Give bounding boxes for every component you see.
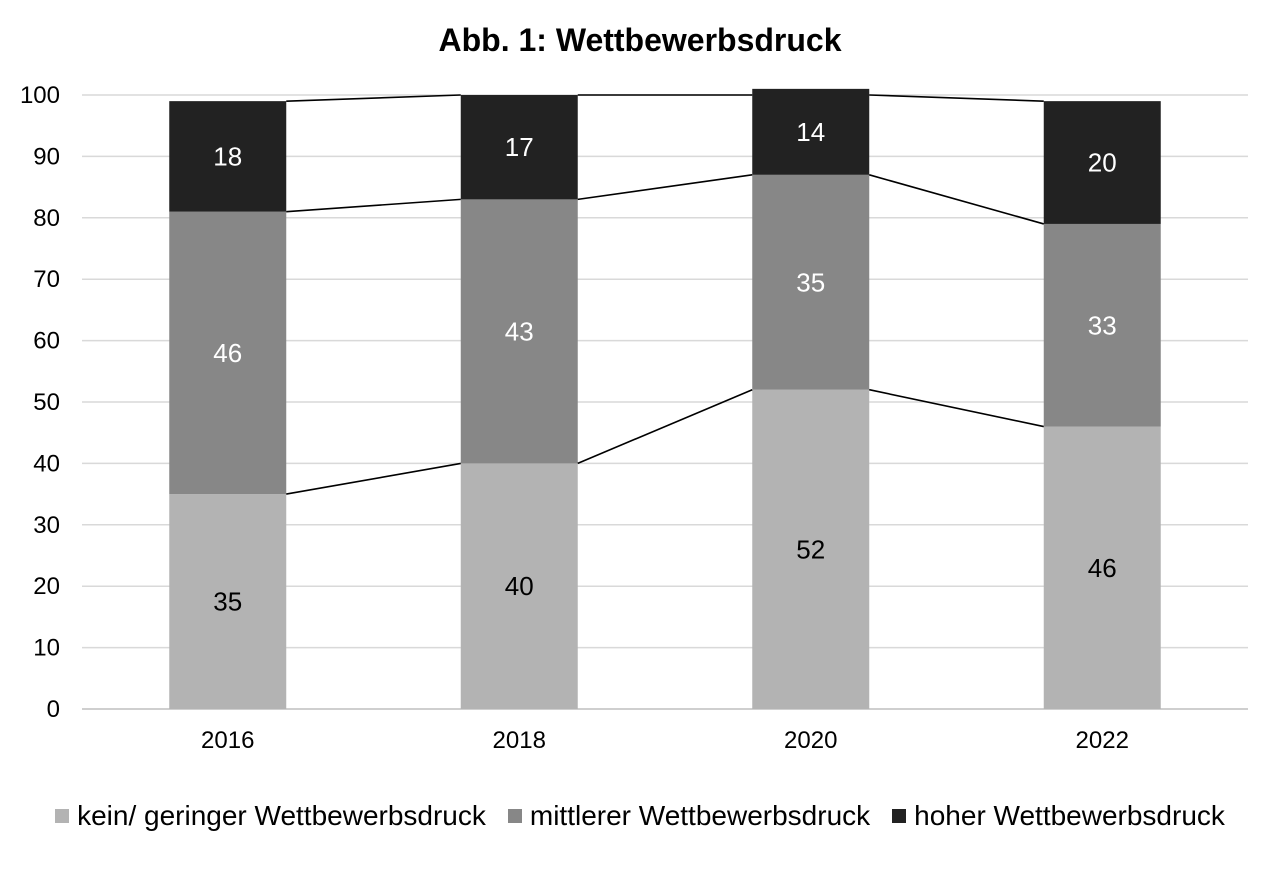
x-tick-label-2016: 2016 xyxy=(201,727,254,754)
bar-2016-series-2 xyxy=(169,101,287,212)
x-tick-label-2018: 2018 xyxy=(493,727,546,754)
legend-label-mittlerer: mittlerer Wettbewerbsdruck xyxy=(529,800,871,831)
data-label-2020-series-2: 14 xyxy=(796,117,825,147)
y-tick-label-30: 30 xyxy=(33,512,60,539)
legend-item-kein-geringer: kein/ geringer Wettbewerbsdruck xyxy=(55,800,486,832)
x-tick-label-2020: 2020 xyxy=(784,727,837,754)
y-tick-label-90: 90 xyxy=(33,143,60,170)
bar-2016-series-1 xyxy=(169,211,287,495)
data-label-2016-series-1: 46 xyxy=(213,338,242,368)
bar-2020-series-1 xyxy=(752,174,870,390)
bar-2020-series-2 xyxy=(752,88,870,175)
y-tick-label-80: 80 xyxy=(33,205,60,232)
y-tick-label-60: 60 xyxy=(33,328,60,355)
bar-2018-series-2 xyxy=(460,95,578,200)
bar-2018-series-1 xyxy=(460,199,578,464)
data-label-2022-series-2: 20 xyxy=(1088,148,1117,178)
series-line-2018-2020-1 xyxy=(577,174,753,201)
bar-2022-series-0 xyxy=(1043,426,1161,709)
series-line-2020-2022-2 xyxy=(869,94,1044,102)
y-tick-label-100: 100 xyxy=(20,82,60,109)
series-line-2016-2018-0 xyxy=(286,462,461,495)
series-line-2018-2020-0 xyxy=(577,388,753,465)
series-line-2016-2018-2 xyxy=(286,94,461,102)
legend-item-mittlerer: mittlerer Wettbewerbsdruck xyxy=(507,800,871,832)
legend-swatch-hoher xyxy=(892,809,907,823)
y-tick-label-40: 40 xyxy=(33,450,60,477)
data-label-2022-series-1: 33 xyxy=(1088,310,1117,340)
series-line-2020-2022-0 xyxy=(869,388,1044,428)
bar-2022-series-2 xyxy=(1043,101,1161,224)
y-tick-label-20: 20 xyxy=(33,573,60,600)
data-label-2018-series-1: 43 xyxy=(505,316,534,346)
series-line-2020-2022-1 xyxy=(869,174,1044,225)
y-tick-label-0: 0 xyxy=(47,696,60,723)
data-label-2018-series-0: 40 xyxy=(505,571,534,601)
data-label-2020-series-1: 35 xyxy=(796,267,825,297)
legend-label-hoher: hoher Wettbewerbsdruck xyxy=(914,800,1225,831)
chart-title: Abb. 1: Wettbewerbsdruck xyxy=(438,22,842,58)
data-label-2020-series-0: 52 xyxy=(796,534,825,564)
bar-2020-series-0 xyxy=(752,389,870,709)
legend-swatch-mittlerer xyxy=(507,809,522,823)
legend-label-kein-geringer: kein/ geringer Wettbewerbsdruck xyxy=(77,800,486,831)
y-tick-label-10: 10 xyxy=(33,635,60,662)
data-label-2016-series-0: 35 xyxy=(213,587,242,617)
x-tick-label-2022: 2022 xyxy=(1076,727,1129,754)
legend-swatch-kein-geringer xyxy=(55,809,70,823)
y-tick-label-50: 50 xyxy=(33,389,60,416)
data-label-2018-series-2: 17 xyxy=(505,132,534,162)
y-tick-label-70: 70 xyxy=(33,266,60,293)
bar-2022-series-1 xyxy=(1043,223,1161,427)
series-line-2016-2018-1 xyxy=(286,198,461,213)
data-label-2022-series-0: 46 xyxy=(1088,553,1117,583)
legend: kein/ geringer Wettbewerbsdruck mittlere… xyxy=(0,800,1280,832)
bar-2016-series-0 xyxy=(169,494,287,709)
bar-2018-series-0 xyxy=(460,463,578,709)
data-label-2016-series-2: 18 xyxy=(213,141,242,171)
legend-item-hoher: hoher Wettbewerbsdruck xyxy=(892,800,1225,832)
